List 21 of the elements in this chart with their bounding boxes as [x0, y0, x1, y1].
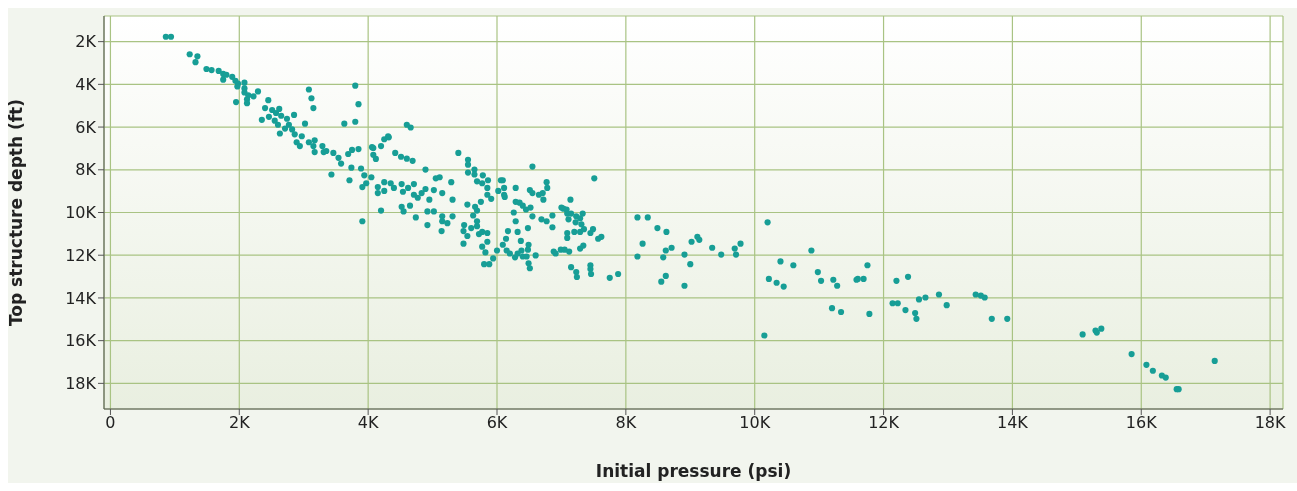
x-tick-label: 6K — [486, 413, 508, 433]
x-tick-label: 8K — [615, 413, 637, 433]
x-axis-title: Initial pressure (psi) — [595, 461, 792, 481]
y-tick-label: 4K — [75, 75, 97, 95]
x-tick-label: 2K — [228, 413, 251, 433]
x-tick-label: 0 — [105, 413, 116, 433]
x-tick-label: 10K — [739, 413, 771, 433]
x-tick-label: 12K — [868, 413, 900, 433]
y-tick-label: 12K — [65, 245, 97, 265]
x-tick-label: 18K — [1254, 413, 1287, 433]
y-tick-label: 6K — [75, 117, 97, 137]
x-tick-label: 14K — [996, 413, 1029, 433]
y-tick-label: 10K — [65, 203, 97, 223]
x-tick-label: 16K — [1125, 413, 1158, 433]
y-axis-title: Top structure depth (ft) — [6, 98, 27, 327]
y-tick-label: 2K — [75, 32, 97, 52]
y-tick-label: 8K — [75, 160, 97, 180]
y-tick-label: 18K — [65, 374, 97, 394]
x-tick-label: 4K — [357, 413, 379, 433]
y-tick-label: 14K — [65, 288, 97, 308]
y-tick-label: 16K — [65, 331, 97, 351]
